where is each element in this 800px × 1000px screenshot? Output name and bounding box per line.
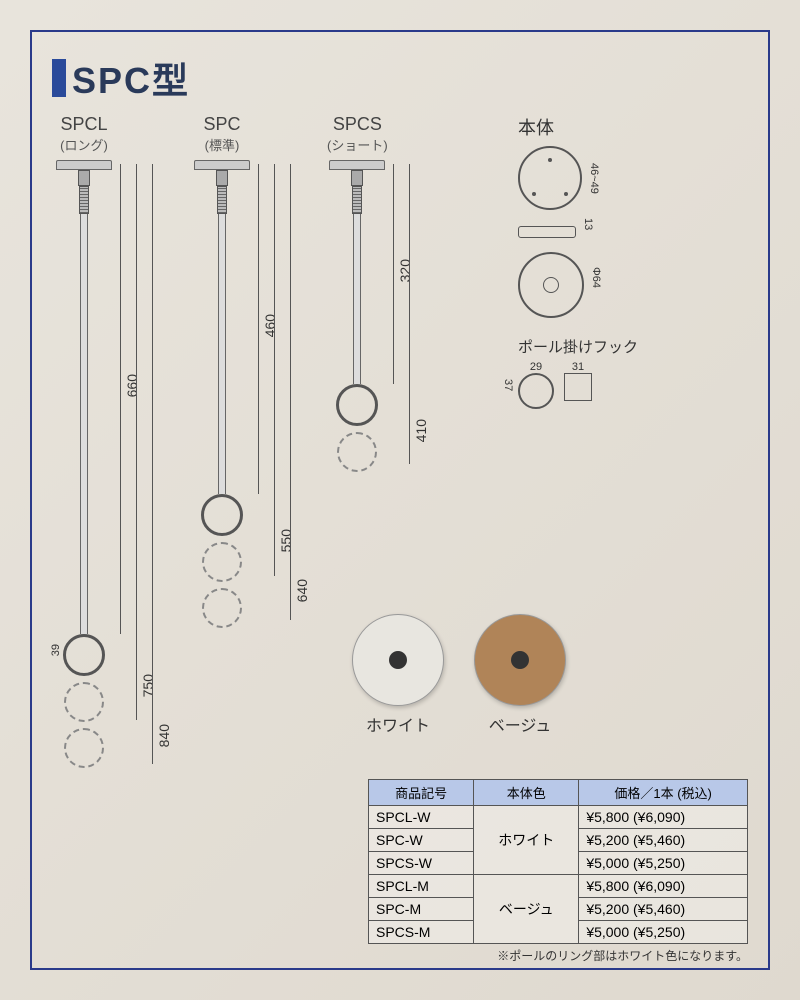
sample-beige xyxy=(474,614,566,706)
table-row: SPCL-M ベージュ ¥5,800 (¥6,090) xyxy=(369,875,748,898)
sample-white xyxy=(352,614,444,706)
th-color: 本体色 xyxy=(474,780,579,806)
hook-ring-icon xyxy=(518,373,554,409)
hook-side-icon xyxy=(564,373,592,401)
th-code: 商品記号 xyxy=(369,780,474,806)
body-detail: 本体 46~49 13 Φ64 ポール掛けフック xyxy=(518,114,748,409)
footnote: ※ポールのリング部はホワイト色になります。 xyxy=(497,947,748,964)
table-row: SPCL-W ホワイト ¥5,800 (¥6,090) xyxy=(369,806,748,829)
spec-frame: SPC型 SPCL (ロング) 660 750 xyxy=(30,30,770,970)
pole-spc: SPC (標準) 460 550 640 xyxy=(192,114,252,628)
price-table: 商品記号 本体色 価格／1本 (税込) SPCL-W ホワイト ¥5,800 (… xyxy=(368,779,748,944)
title-text: SPC型 xyxy=(72,52,190,104)
pole-spcl: SPCL (ロング) 660 750 840 xyxy=(54,114,114,768)
th-price: 価格／1本 (税込) xyxy=(579,780,748,806)
title-accent xyxy=(52,59,66,97)
base-view-icon xyxy=(518,252,584,318)
section-title: SPC型 xyxy=(52,52,748,104)
color-samples: ホワイト ベージュ xyxy=(352,614,566,736)
side-view-icon xyxy=(518,226,576,238)
top-view-icon xyxy=(518,146,582,210)
pole-spcs: SPCS (ショート) 320 410 xyxy=(327,114,388,472)
